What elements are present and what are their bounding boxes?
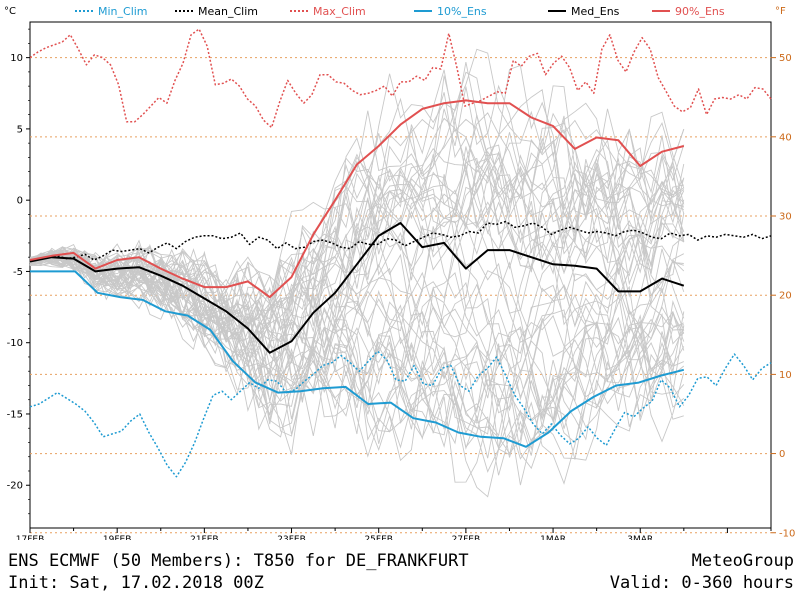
tick-label-left: 5 xyxy=(17,124,23,135)
series-line-90-ens xyxy=(29,99,685,299)
legend-label: Max_Clim xyxy=(313,5,366,18)
ensemble-member-line xyxy=(29,170,685,379)
legend: °C °F Min_Clim Mean_Clim Max_Clim 10%_Ens Med_… xyxy=(4,5,786,18)
ensemble-member-line xyxy=(29,62,685,342)
ensemble-member-line xyxy=(29,253,685,421)
tick-label-x: 25FEB xyxy=(364,535,393,540)
chart-title: ENS ECMWF (50 Members): T850 for DE_FRAN… xyxy=(8,551,469,571)
tick-label-x: 17FEB xyxy=(16,535,45,540)
tick-label-x: 21FEB xyxy=(190,535,219,540)
brand-label: MeteoGroup xyxy=(691,551,794,571)
tick-label-left: -15 xyxy=(7,409,23,420)
meteogram-chart: °C °F Min_Clim Mean_Clim Max_Clim 10%_Ens Med_… xyxy=(4,5,795,540)
ensemble-member-line xyxy=(29,254,685,449)
legend-label: Mean_Clim xyxy=(198,5,258,18)
tick-label-x: 1MAR xyxy=(540,535,566,540)
tick-label-right: 0 xyxy=(779,449,785,460)
tick-label-x: 19FEB xyxy=(103,535,132,540)
ensemble-member-line xyxy=(29,146,685,340)
ensemble-member-line xyxy=(29,249,685,412)
ensemble-member-line xyxy=(29,233,684,358)
tick-label-left: -5 xyxy=(13,267,23,278)
ensemble-member-line xyxy=(29,86,684,332)
series-line-10-ens xyxy=(30,270,685,448)
legend-label: 10%_Ens xyxy=(437,5,487,18)
tick-label-right: 30 xyxy=(779,212,792,223)
series-lines xyxy=(29,28,772,478)
tick-label-right: 50 xyxy=(779,53,792,64)
ensemble-member-line xyxy=(29,251,684,460)
tick-label-right: 20 xyxy=(779,291,792,302)
plot-frame xyxy=(29,21,772,529)
tick-label-x: 3MAR xyxy=(627,535,653,540)
unit-label-left: °C xyxy=(4,6,16,17)
series-line-med-ens xyxy=(29,222,685,354)
ensemble-member-line xyxy=(29,156,685,343)
ensemble-member-line xyxy=(29,151,684,344)
series-line-min-clim xyxy=(29,350,772,478)
ensemble-member-line xyxy=(29,254,685,470)
legend-label: Med_Ens xyxy=(571,5,620,18)
ensemble-member-line xyxy=(29,48,685,340)
init-time: Init: Sat, 17.02.2018 00Z xyxy=(8,573,264,593)
legend-label: 90%_Ens xyxy=(675,5,725,18)
tick-label-left: -20 xyxy=(7,481,23,492)
ensemble-members xyxy=(29,48,685,498)
tick-label-right: 10 xyxy=(779,370,792,381)
tick-label-right: -10 xyxy=(779,528,795,539)
ensemble-member-line xyxy=(29,69,685,321)
unit-label-right: °F xyxy=(775,6,786,17)
ensemble-member-line xyxy=(29,254,685,445)
tick-label-left: -10 xyxy=(7,338,23,349)
ensemble-member-line xyxy=(29,224,684,402)
tick-label-left: 0 xyxy=(17,196,23,207)
tick-label-right: 40 xyxy=(779,132,792,143)
valid-range: Valid: 0-360 hours xyxy=(609,573,794,593)
tick-label-x: 27FEB xyxy=(452,535,481,540)
series-line-max-clim xyxy=(29,28,772,129)
tick-label-left: 10 xyxy=(10,53,23,64)
ensemble-member-line xyxy=(29,110,685,371)
gridlines xyxy=(30,57,771,534)
ensemble-member-line xyxy=(29,232,685,403)
legend-label: Min_Clim xyxy=(98,5,148,18)
tick-label-x: 23FEB xyxy=(277,535,306,540)
